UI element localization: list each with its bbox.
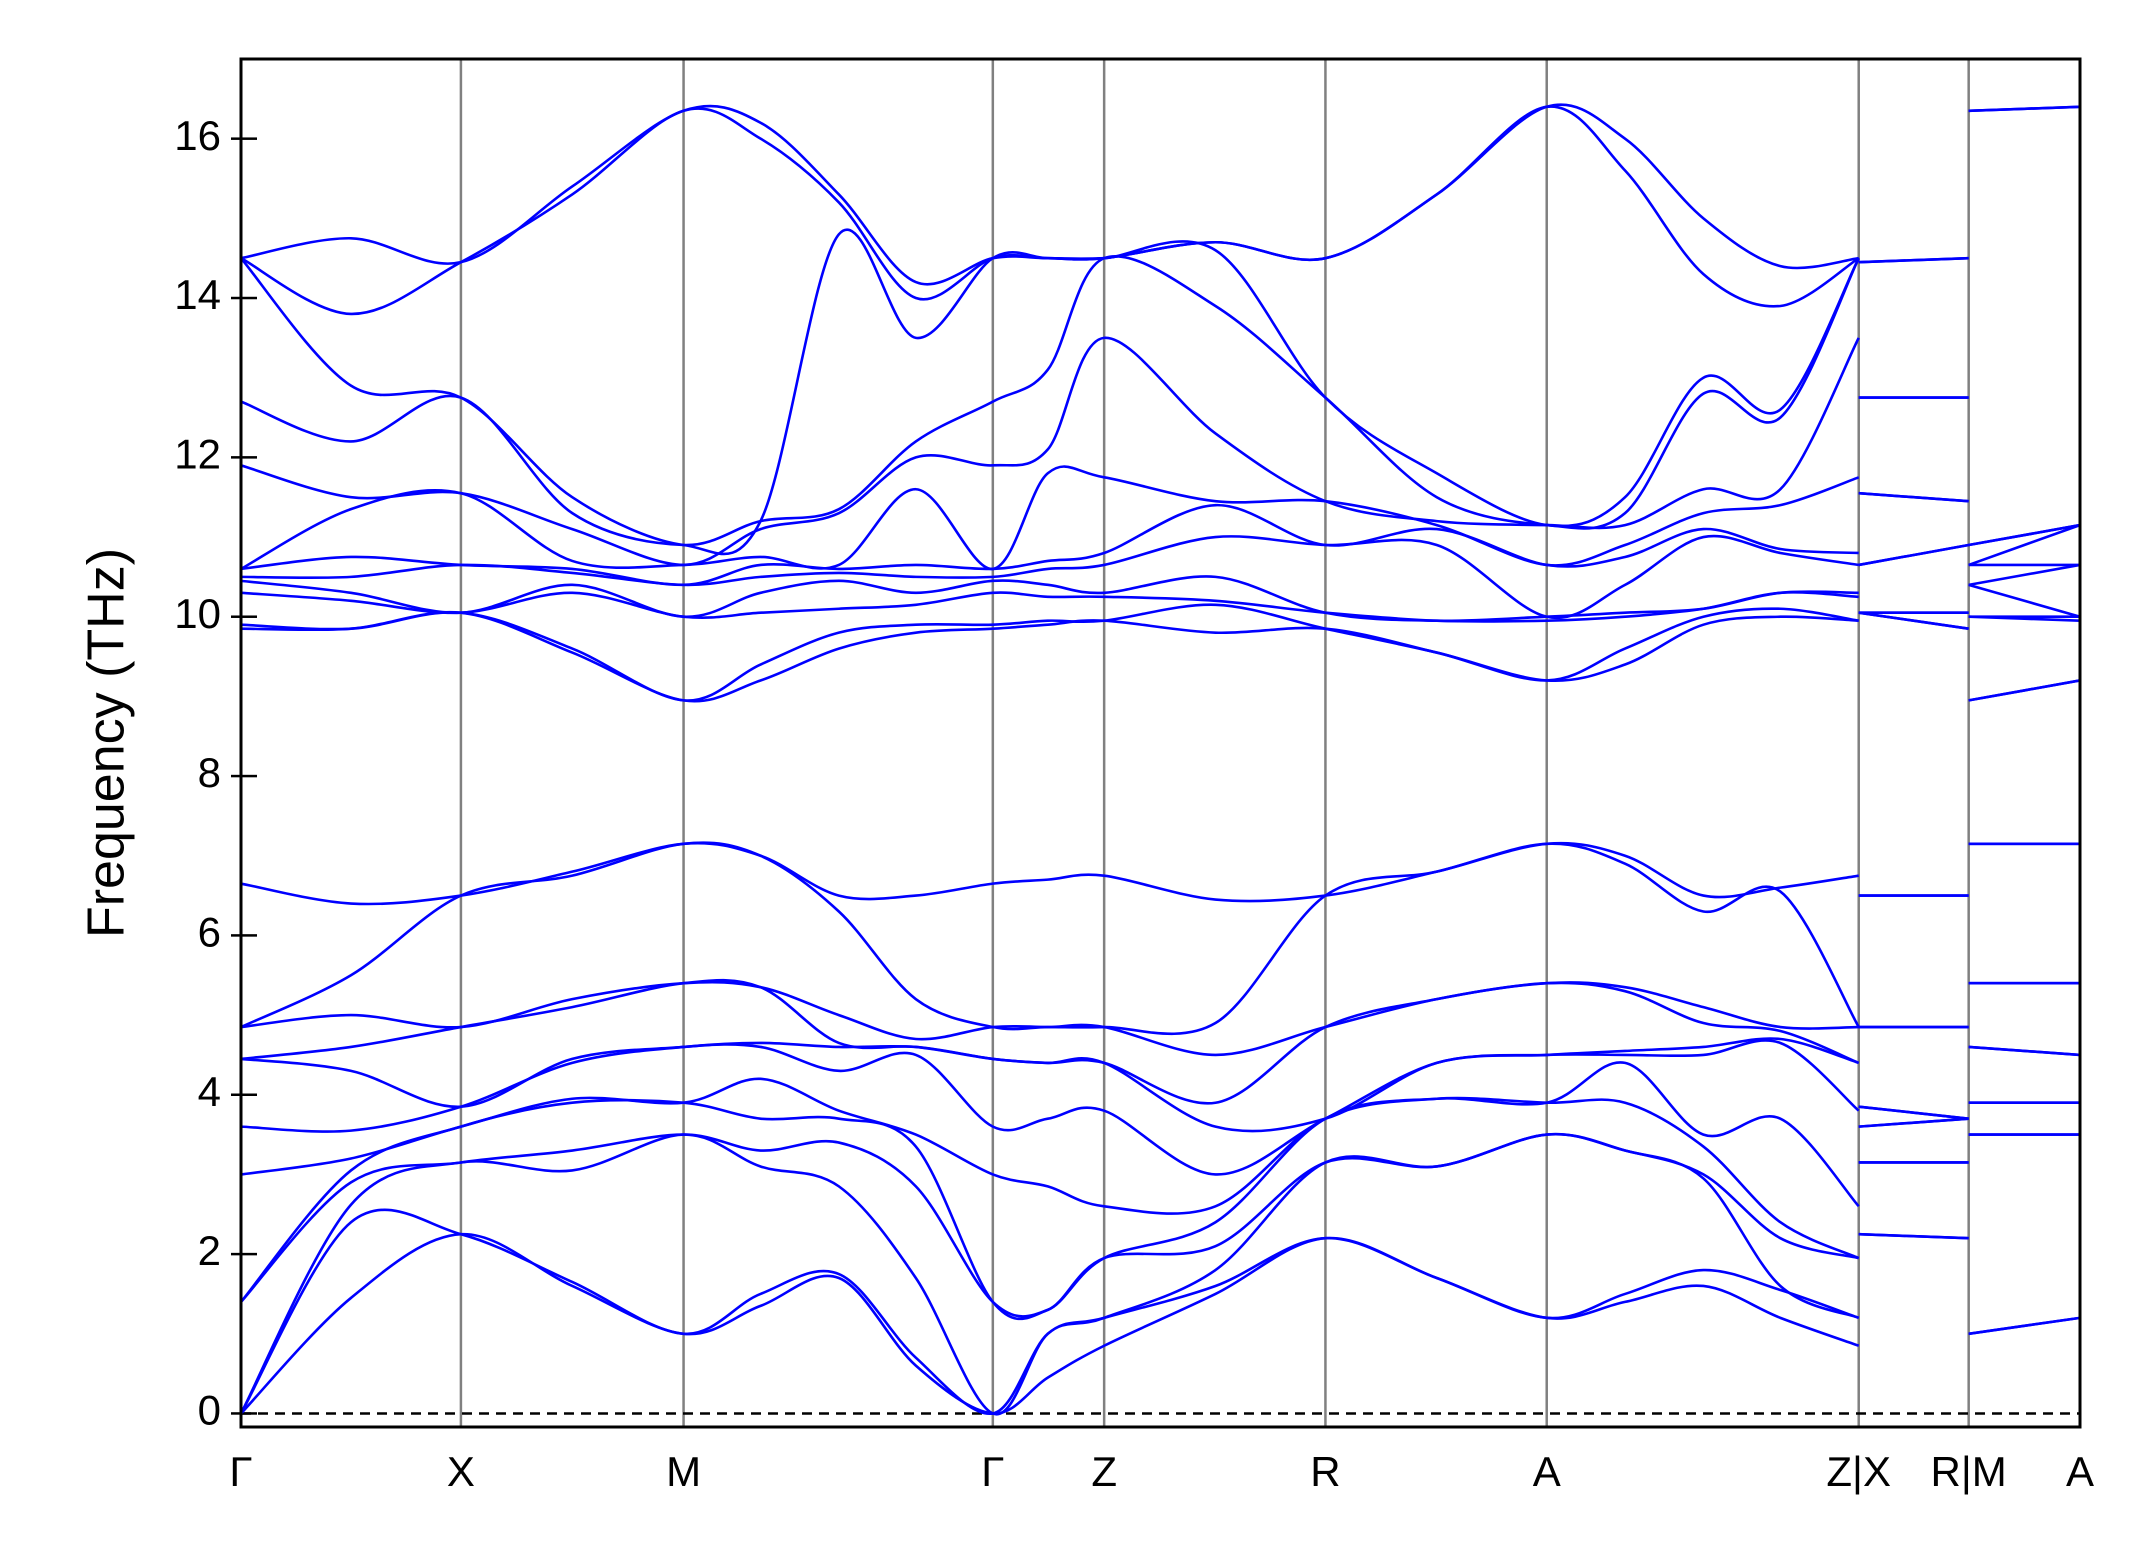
x-tick-label: Z <box>1091 1448 1117 1495</box>
y-tick-label: 14 <box>174 271 221 318</box>
y-tick-label: 12 <box>174 430 221 477</box>
band-line <box>241 1039 2080 1176</box>
x-tick-label: R|M <box>1931 1448 2007 1495</box>
band-line <box>241 503 2080 587</box>
plot-lines <box>241 103 2080 1416</box>
y-tick-label: 16 <box>174 112 221 159</box>
band-line <box>241 1132 2080 1416</box>
x-tick-label: X <box>447 1448 475 1495</box>
band-line <box>241 841 2080 906</box>
x-tick-label: Z|X <box>1826 1448 1891 1495</box>
band-line <box>241 465 2080 571</box>
x-tick-label: Γ <box>229 1448 252 1495</box>
x-tick-label: Γ <box>981 1448 1004 1495</box>
band-line <box>241 1096 2080 1321</box>
y-tick-label: 6 <box>198 909 221 956</box>
band-line <box>241 103 2080 286</box>
band-line <box>241 228 2080 556</box>
x-tick-label: R <box>1310 1448 1340 1495</box>
band-line <box>241 1232 2080 1415</box>
plot-frame <box>239 57 2082 1429</box>
y-axis-title: Frequency (THz) <box>78 548 136 938</box>
x-tick-label: A <box>2066 1448 2094 1495</box>
band-line <box>241 603 2080 702</box>
band-line <box>241 1061 2080 1215</box>
band-line <box>241 1132 2080 1318</box>
y-tick-label: 8 <box>198 749 221 796</box>
band-line <box>241 534 2080 620</box>
y-tick-label: 0 <box>198 1387 221 1434</box>
band-line <box>241 105 2080 316</box>
band-line <box>241 1208 2080 1415</box>
band-line <box>241 1037 2080 1133</box>
band-line <box>241 255 2080 547</box>
band-line <box>241 575 2080 623</box>
band-line <box>241 841 2080 1036</box>
y-tick-label: 2 <box>198 1227 221 1274</box>
x-tick-label: A <box>1533 1448 1561 1495</box>
band-line <box>241 336 2080 567</box>
x-tick-label: M <box>666 1448 701 1495</box>
y-tick-label: 10 <box>174 590 221 637</box>
y-tick-label: 4 <box>198 1068 221 1115</box>
